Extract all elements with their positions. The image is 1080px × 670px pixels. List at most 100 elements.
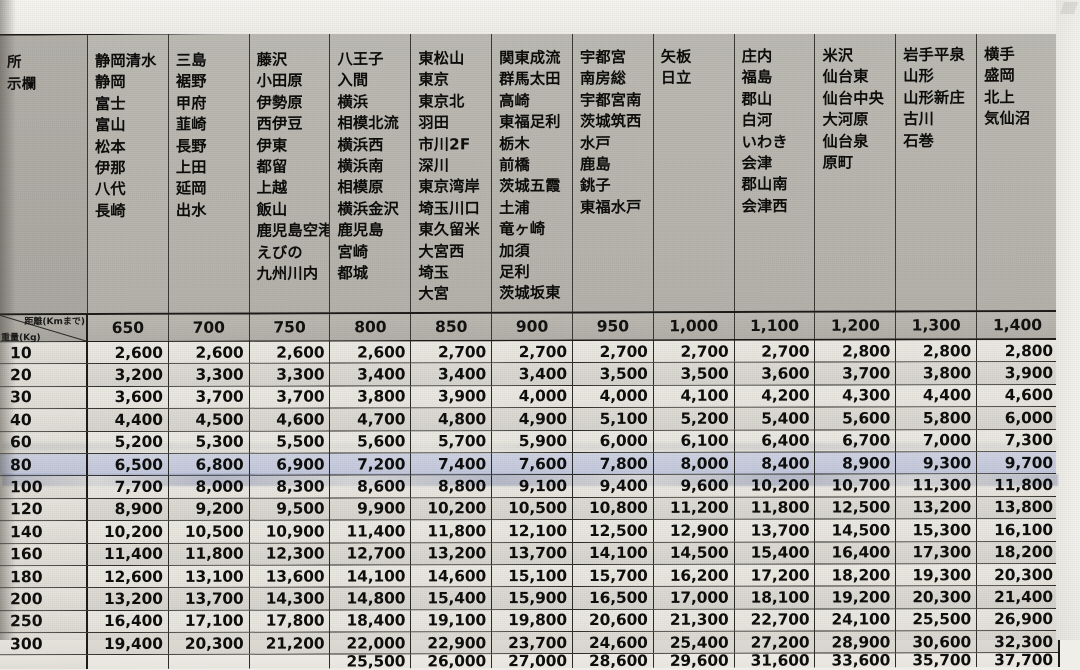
destination-name: 仙台東 bbox=[822, 67, 869, 87]
rate-cell: 16,400 bbox=[815, 541, 897, 564]
rate-cell: 22,700 bbox=[734, 609, 816, 631]
destination-name: 郡山 bbox=[741, 89, 773, 109]
rate-cell: 2,600 bbox=[330, 341, 412, 363]
distance-header-cell: 1,000 bbox=[653, 313, 735, 340]
destination-name: 横浜西 bbox=[337, 135, 384, 154]
destination-name: 鹿児島空港 bbox=[256, 221, 331, 241]
destination-name: 甲府 bbox=[175, 94, 207, 113]
distance-header-cell: 1,100 bbox=[734, 312, 816, 340]
rate-cell: 20,300 bbox=[896, 586, 978, 609]
rate-cell: 13,200 bbox=[896, 496, 978, 519]
rate-cell: 7,400 bbox=[411, 453, 493, 475]
destination-name: 大宮 bbox=[418, 284, 450, 304]
rate-cell: 6,800 bbox=[168, 453, 250, 476]
rate-cell: 6,700 bbox=[815, 429, 897, 452]
rate-cell: 2,800 bbox=[815, 340, 897, 362]
rate-cell: 3,500 bbox=[653, 363, 735, 385]
destination-name: 市川2F bbox=[418, 134, 471, 154]
rate-cell: 33,600 bbox=[815, 653, 897, 670]
rate-cell: 17,300 bbox=[896, 541, 978, 564]
rate-cell: 3,400 bbox=[411, 363, 493, 386]
destination-name: 古川 bbox=[903, 110, 935, 129]
destination-column: 米沢 仙台東 仙台中央 大河原 仙台泉 原町 bbox=[815, 29, 897, 314]
rate-cell: 5,600 bbox=[815, 407, 897, 430]
rate-cell: 3,700 bbox=[249, 386, 331, 408]
rate-cell: 4,400 bbox=[88, 409, 169, 431]
destination-name: 埼玉川口 bbox=[418, 199, 480, 218]
destination-name: 横浜南 bbox=[337, 156, 384, 176]
rate-cell: 12,300 bbox=[249, 543, 331, 565]
rate-cell: 4,800 bbox=[411, 408, 493, 430]
rate-cell: 10,800 bbox=[572, 497, 654, 520]
destination-name: 前橋 bbox=[499, 155, 530, 175]
destination-name: 深川 bbox=[418, 156, 450, 175]
rate-cell: 10,500 bbox=[492, 497, 573, 520]
table-row-partial: 25,500 26,000 27,000 28,600 29,600 31,600 33,6… bbox=[0, 653, 1058, 670]
rate-cell: 15,300 bbox=[896, 519, 978, 541]
rate-cell: 9,500 bbox=[249, 498, 331, 520]
rate-cell: 3,600 bbox=[88, 386, 169, 409]
rate-cell: 13,800 bbox=[977, 496, 1058, 519]
destination-name: 鹿児島 bbox=[337, 221, 384, 240]
rate-cell: 9,200 bbox=[168, 498, 250, 520]
destination-name: 上越 bbox=[256, 179, 288, 198]
rate-cell: 12,600 bbox=[88, 565, 169, 588]
distance-header-cell: 950 bbox=[572, 313, 654, 340]
destination-name: いわき bbox=[741, 132, 788, 151]
rate-cell: 25,500 bbox=[896, 608, 978, 631]
axis-corner-cell: 距離(Kmまで) 重量(Kg) bbox=[0, 315, 88, 343]
rate-cell: 6,000 bbox=[977, 407, 1058, 429]
rate-cell: 14,500 bbox=[653, 542, 735, 564]
rate-cell: 4,600 bbox=[249, 408, 331, 431]
rate-cell: 25,400 bbox=[653, 631, 735, 654]
destination-name: 足利 bbox=[499, 262, 530, 282]
rate-cell: 3,800 bbox=[896, 362, 978, 385]
destination-name: 銚子 bbox=[579, 176, 611, 195]
destination-name: 長野 bbox=[175, 136, 207, 156]
destination-name: 郡山南 bbox=[741, 175, 788, 194]
destination-name: 相模北流 bbox=[337, 114, 400, 133]
rate-cell: 14,800 bbox=[330, 587, 412, 610]
rate-cell: 22,900 bbox=[411, 632, 493, 654]
destination-name: 富士 bbox=[95, 94, 126, 113]
destination-column: 静岡清水 静岡 富士 富山 松本 伊那 八代 長崎 bbox=[88, 34, 169, 320]
rate-cell: 13,700 bbox=[492, 542, 573, 565]
stub-header-line: 所 bbox=[7, 54, 22, 71]
weight-row-label: 10 bbox=[0, 342, 88, 364]
destination-name: 茨城坂東 bbox=[499, 284, 561, 303]
rate-cell: 3,400 bbox=[492, 363, 573, 385]
rate-cell: 13,600 bbox=[249, 565, 331, 587]
rate-cell: 14,100 bbox=[572, 542, 654, 564]
rate-cell: 3,800 bbox=[330, 386, 412, 408]
destination-name: 静岡 bbox=[95, 73, 126, 92]
rate-cell: 3,400 bbox=[330, 363, 412, 386]
destination-name: えびの bbox=[256, 243, 303, 262]
rate-cell: 2,600 bbox=[249, 341, 331, 364]
destination-name: 会津西 bbox=[741, 196, 788, 216]
rate-cell: 4,600 bbox=[977, 384, 1058, 407]
rate-cell: 15,400 bbox=[734, 542, 816, 564]
destination-name: 福島 bbox=[741, 68, 773, 87]
destination-name: 八王子 bbox=[337, 49, 384, 69]
destination-name: 群馬太田 bbox=[499, 70, 561, 89]
destination-name: 入間 bbox=[337, 71, 369, 90]
weight-row-label: 100 bbox=[0, 476, 88, 498]
rate-cell: 21,300 bbox=[653, 609, 735, 631]
rate-cell: 12,900 bbox=[653, 519, 735, 542]
distance-header-cell: 1,200 bbox=[815, 312, 897, 339]
rate-cell: 4,900 bbox=[492, 408, 573, 430]
destination-name: 岩手平泉 bbox=[903, 45, 965, 65]
rate-cell: 5,200 bbox=[653, 407, 735, 430]
rate-cell: 12,100 bbox=[492, 520, 573, 542]
rate-cell: 4,100 bbox=[653, 385, 735, 408]
destination-name: 東京湾岸 bbox=[418, 177, 480, 197]
destination-name: 山形新庄 bbox=[903, 88, 965, 107]
rate-cell: 6,900 bbox=[249, 453, 331, 476]
rate-cell: 7,300 bbox=[977, 429, 1058, 452]
destination-name: 韮崎 bbox=[175, 115, 207, 134]
header-stub-cell: 所示欄 bbox=[0, 35, 88, 320]
rate-cell: 13,700 bbox=[734, 519, 816, 542]
destination-name: 仙台中央 bbox=[822, 89, 885, 108]
rate-cell: 11,400 bbox=[88, 543, 169, 565]
